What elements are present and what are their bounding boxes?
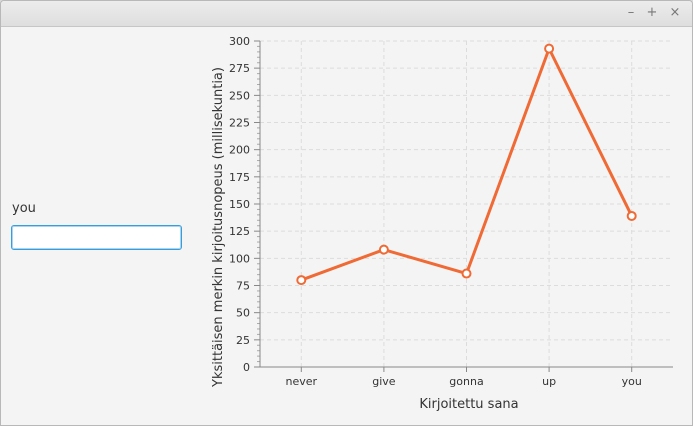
data-point — [626, 210, 637, 221]
y-tick-label: 150 — [229, 198, 250, 211]
chart-axes — [254, 40, 673, 372]
y-tick-label: 200 — [229, 144, 250, 157]
y-tick-label: 300 — [229, 35, 250, 48]
current-word-label: you — [12, 201, 36, 216]
maximize-button[interactable]: + — [646, 5, 658, 20]
data-point — [544, 43, 555, 54]
line-chart: 0 25 50 75 100 125 150 175 200 225 250 275 300 never… — [211, 35, 673, 412]
y-tick-label: 0 — [243, 361, 250, 374]
title-bar[interactable]: – + × — [1, 1, 692, 27]
chart-grid — [260, 40, 673, 367]
y-tick-label: 75 — [236, 280, 250, 293]
y-tick-label: 275 — [229, 62, 250, 75]
y-tick-label: 225 — [229, 117, 250, 130]
y-tick-label: 175 — [229, 171, 250, 184]
data-point — [461, 268, 472, 279]
y-tick-label: 125 — [229, 225, 250, 238]
y-tick-label: 50 — [236, 307, 250, 320]
y-tick-label: 100 — [229, 252, 250, 265]
y-axis-title: Yksittäisen merkin kirjoitusnopeus (mill… — [211, 67, 226, 388]
x-tick-label: give — [372, 375, 396, 388]
x-tick-label: never — [286, 375, 318, 388]
data-point — [296, 275, 307, 286]
x-tick-label: up — [542, 375, 556, 388]
chart-series — [296, 43, 637, 286]
y-tick-label: 25 — [236, 334, 250, 347]
data-point — [378, 244, 389, 255]
x-axis-title: Kirjoitettu sana — [419, 397, 518, 412]
minimize-button[interactable]: – — [627, 5, 635, 20]
close-button[interactable]: × — [669, 5, 681, 20]
x-tick-label: you — [622, 375, 642, 388]
y-tick-label: 250 — [229, 89, 250, 102]
word-input[interactable] — [11, 225, 182, 250]
y-tick-labels: 0 25 50 75 100 125 150 175 200 225 250 275 300 — [229, 35, 250, 374]
main-content: you 0 25 50 75 100 125 150 175 200 225 250 275 300 n… — [1, 27, 692, 425]
x-tick-label: gonna — [449, 375, 483, 388]
x-tick-labels: never give gonna up you — [286, 375, 642, 388]
